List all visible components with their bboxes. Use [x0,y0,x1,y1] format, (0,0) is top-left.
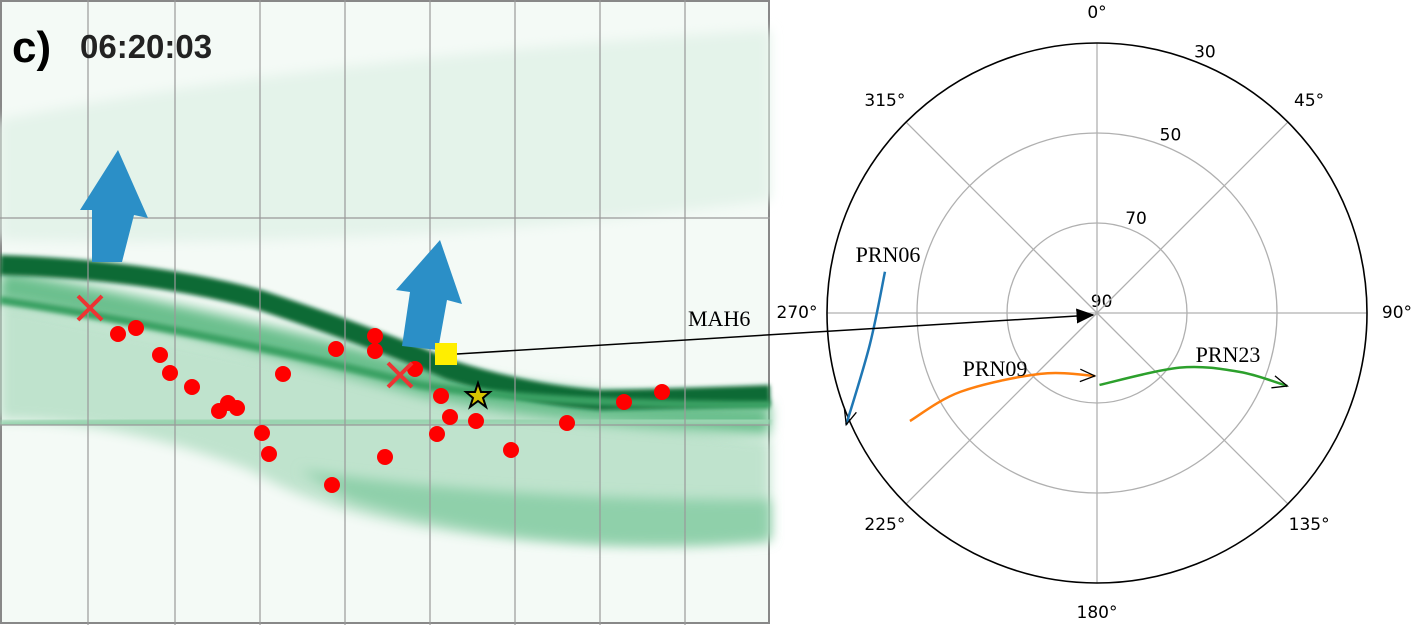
series-label: PRN06 [856,242,921,267]
red-dot [442,409,458,425]
red-dot [429,426,445,442]
red-dot [367,328,383,344]
red-dot [468,413,484,429]
red-dot [559,415,575,431]
panel-label: c) [12,23,51,72]
star [463,379,493,410]
red-dot [377,449,393,465]
red-dot [367,343,383,359]
track [1099,365,1288,388]
red-dot [324,477,340,493]
map-panel: c) 06:20:03 [0,0,771,625]
track [909,371,1095,423]
track [845,271,887,426]
red-dot [654,384,670,400]
grid-line [1096,121,1289,314]
series-label: PRN23 [1196,342,1261,367]
station-label: MAH6 [688,306,750,331]
red-dot [184,379,200,395]
grid-line [905,121,1098,314]
red-dot [328,341,344,357]
red-dots [110,320,670,493]
red-dot [162,365,178,381]
series-label: PRN09 [963,356,1028,381]
r-tick-label: 30 [1194,42,1216,62]
r-tick-label: 50 [1160,126,1182,146]
theta-tick-label: 270° [777,303,818,323]
theta-tick-label: 135° [1289,515,1330,535]
theta-tick-label: 225° [864,515,905,535]
r-tick-label: 90 [1091,292,1113,312]
red-dot [616,394,632,410]
haze [0,30,770,242]
theta-tick-label: 0° [1087,3,1106,23]
station-arrow [456,308,1095,355]
panel-time: 06:20:03 [80,28,212,65]
theta-tick-label: 45° [1294,91,1324,111]
red-dot [128,320,144,336]
red-dot [275,366,291,382]
station-marker [435,343,457,365]
band [0,415,771,430]
red-dot [261,446,277,462]
r-tick-label: 70 [1125,209,1147,229]
theta-tick-label: 180° [1077,603,1118,623]
red-dot [254,425,270,441]
outer-circle [826,42,1368,584]
red-dot [110,326,126,342]
red-dot [503,442,519,458]
polar-plot: 30 50 70 90 0° 45° 90° 135° 180° 225° 270° 315° PRN0… [777,3,1411,623]
grid-line [905,312,1098,505]
motion-arrow [396,240,462,350]
red-dot [152,347,168,363]
theta-tick-label: 90° [1382,303,1411,323]
band [0,270,771,435]
red-dot [433,388,449,404]
red-dot [229,400,245,416]
band [0,296,771,409]
motion-arrow [80,150,148,262]
track-arrowhead [1271,375,1289,389]
grid-line [1096,312,1289,505]
x-marks [76,294,414,389]
track-arrowhead [843,408,857,427]
theta-tick-label: 315° [864,91,905,111]
track-arrowhead [1079,368,1097,383]
haze [300,470,770,545]
